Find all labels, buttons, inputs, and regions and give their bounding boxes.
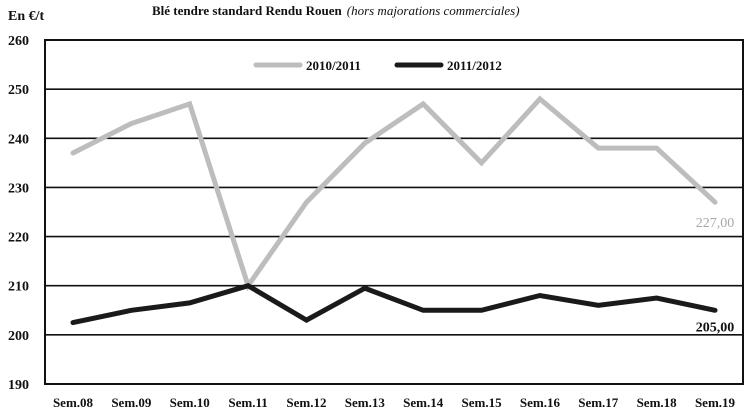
legend-label: 2011/2012 bbox=[447, 58, 502, 73]
x-tick-label: Sem.09 bbox=[111, 395, 152, 410]
x-tick-label: Sem.16 bbox=[520, 395, 561, 410]
x-tick-label: Sem.14 bbox=[403, 395, 444, 410]
series-line-2010-2011 bbox=[70, 95, 718, 292]
y-tick-label: 210 bbox=[8, 280, 29, 295]
y-tick-label: 220 bbox=[8, 231, 29, 246]
series-group: 227,00 205,00 bbox=[70, 95, 735, 335]
chart-title: Blé tendre standard Rendu Rouen (hors maj… bbox=[152, 3, 520, 18]
title-main: Blé tendre standard Rendu Rouen bbox=[152, 3, 343, 18]
plot-frame bbox=[44, 39, 744, 385]
x-tick-label: Sem.15 bbox=[461, 395, 502, 410]
y-unit-label: En €/t bbox=[8, 9, 45, 24]
x-tick-label: Sem.17 bbox=[578, 395, 619, 410]
y-tick-label: 230 bbox=[8, 181, 29, 196]
x-axis: Sem.08 Sem.09 Sem.10 Sem.11 Sem.12 Sem.13 Sem.… bbox=[53, 395, 736, 410]
x-tick-label: Sem.11 bbox=[228, 395, 267, 410]
title-subtitle: (hors majorations commerciales) bbox=[347, 3, 520, 18]
legend-label: 2010/2011 bbox=[306, 58, 361, 73]
y-tick-label: 200 bbox=[8, 329, 29, 344]
y-tick-label: 250 bbox=[8, 83, 29, 98]
x-tick-label: Sem.10 bbox=[170, 395, 210, 410]
legend: 2010/2011 2011/2012 bbox=[253, 58, 502, 73]
y-tick-label: 190 bbox=[8, 378, 29, 393]
grid bbox=[45, 88, 743, 336]
x-tick-label: Sem.19 bbox=[695, 395, 736, 410]
x-tick-label: Sem.18 bbox=[637, 395, 678, 410]
end-value-label: 205,00 bbox=[696, 320, 735, 335]
end-value-label: 227,00 bbox=[696, 216, 735, 231]
y-axis: 190 200 210 220 230 240 250 260 bbox=[8, 34, 29, 393]
x-tick-label: Sem.08 bbox=[53, 395, 94, 410]
x-tick-label: Sem.13 bbox=[345, 395, 386, 410]
y-tick-label: 240 bbox=[8, 132, 29, 147]
x-tick-label: Sem.12 bbox=[286, 395, 326, 410]
series-line-2011-2012 bbox=[70, 282, 718, 326]
y-tick-label: 260 bbox=[8, 34, 29, 49]
